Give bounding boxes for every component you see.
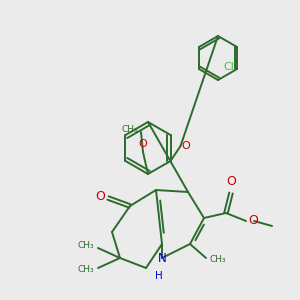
Text: CH₃: CH₃ bbox=[77, 242, 94, 250]
Text: CH₃: CH₃ bbox=[210, 256, 226, 265]
Text: H: H bbox=[155, 271, 163, 281]
Text: O: O bbox=[182, 141, 190, 151]
Text: CH₃: CH₃ bbox=[77, 266, 94, 274]
Text: O: O bbox=[139, 139, 147, 149]
Text: N: N bbox=[158, 251, 166, 265]
Text: Cl: Cl bbox=[223, 62, 234, 72]
Text: O: O bbox=[248, 214, 258, 227]
Text: O: O bbox=[226, 175, 236, 188]
Text: CH₃: CH₃ bbox=[122, 125, 138, 134]
Text: O: O bbox=[95, 190, 105, 203]
